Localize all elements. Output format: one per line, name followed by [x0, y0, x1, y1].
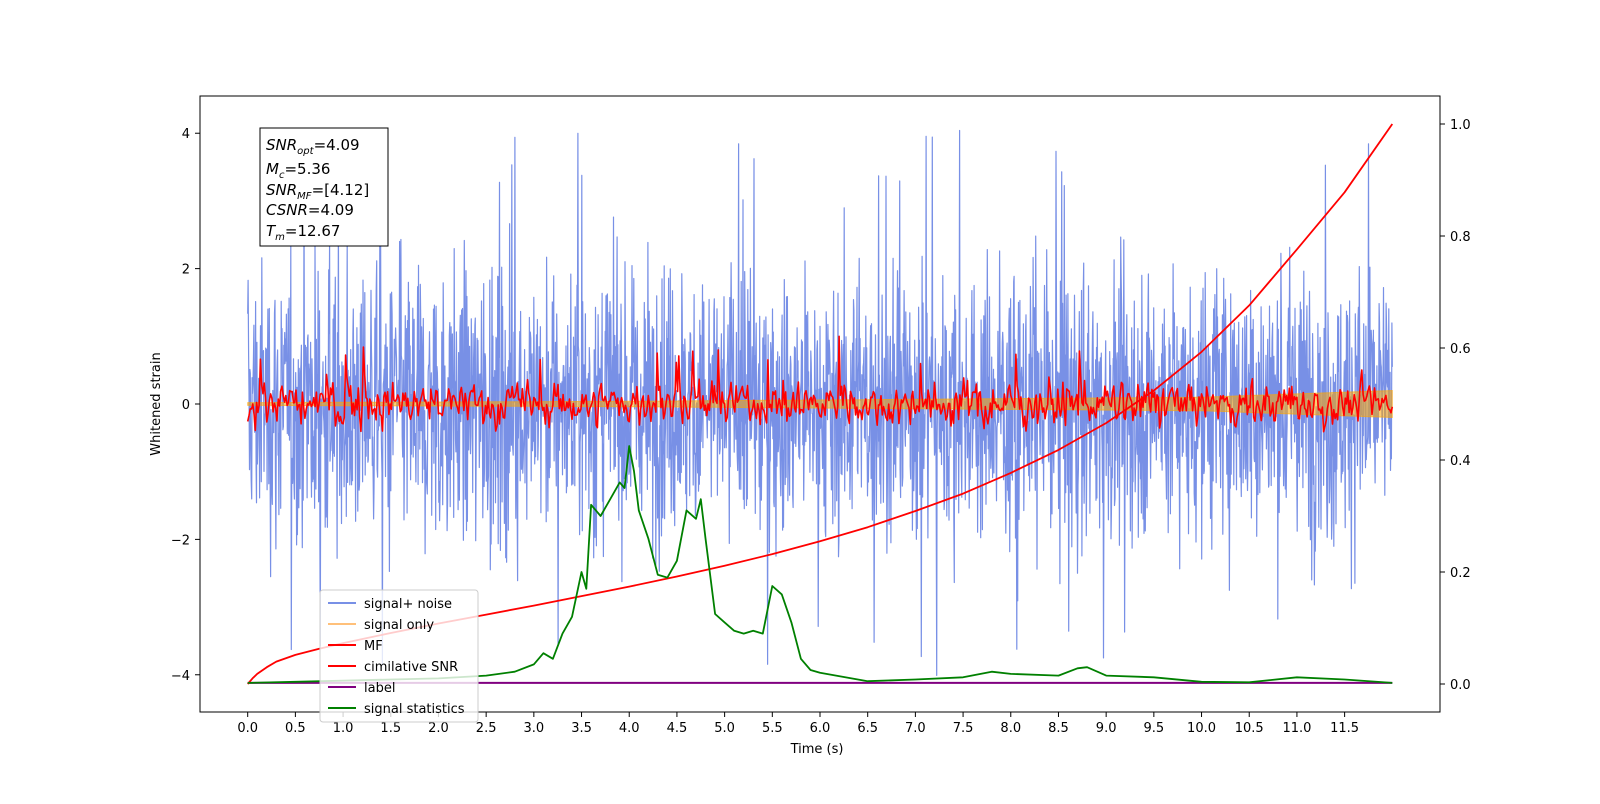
x-tick-label: 2.0 — [428, 721, 449, 736]
series-cumulative-snr — [247, 123, 1394, 685]
info-csnr: CSNR=4.09 — [266, 201, 354, 219]
legend-label-label: label — [364, 681, 395, 696]
legend-label-mf: MF — [364, 639, 383, 654]
y-right-tick-label: 0.2 — [1450, 566, 1471, 581]
y-right-tick-label: 0.8 — [1450, 230, 1471, 245]
y-axis-right: 1.0 0.8 0.6 0.4 0.2 0.0 — [1440, 118, 1471, 693]
series-signal-noise — [247, 129, 1393, 676]
info-box-frame — [259, 127, 389, 247]
y-left-tick-label: 2 — [182, 263, 190, 278]
y-axis-label: Whitened strain — [149, 352, 164, 455]
info-snr-opt: SNRopt=4.09 — [266, 136, 360, 157]
x-tick-label: 8.5 — [1048, 721, 1069, 736]
y-left-tick-label: −2 — [171, 533, 190, 548]
x-tick-label: 11.5 — [1330, 721, 1359, 736]
legend: signal+ noise signal only MF cimilative … — [319, 589, 479, 723]
x-tick-label: 0.0 — [237, 721, 258, 736]
x-tick-label: 3.5 — [571, 721, 592, 736]
legend-label-signal-only: signal only — [364, 618, 434, 633]
x-tick-label: 9.5 — [1144, 721, 1165, 736]
x-axis: 0.0 0.5 1.0 1.5 2.0 2.5 3.0 3.5 4.0 4.5 5.0 5.5 6.0 6… — [237, 712, 1359, 736]
x-tick-label: 5.0 — [714, 721, 735, 736]
y-right-tick-label: 1.0 — [1450, 118, 1471, 133]
x-tick-label: 10.0 — [1187, 721, 1216, 736]
x-tick-label: 0.5 — [285, 721, 306, 736]
x-tick-label: 5.5 — [762, 721, 783, 736]
x-tick-label: 4.5 — [667, 721, 688, 736]
x-tick-label: 9.0 — [1096, 721, 1117, 736]
x-tick-label: 6.0 — [810, 721, 831, 736]
y-left-tick-label: 0 — [182, 398, 190, 413]
x-tick-label: 6.5 — [857, 721, 878, 736]
legend-label-cumulative-snr: cimilative SNR — [364, 660, 458, 675]
x-tick-label: 7.0 — [905, 721, 926, 736]
x-tick-label: 8.0 — [1000, 721, 1021, 736]
x-tick-label: 2.5 — [476, 721, 497, 736]
series-signal-statistics — [247, 445, 1393, 684]
x-tick-label: 10.5 — [1235, 721, 1264, 736]
x-tick-label: 7.5 — [953, 721, 974, 736]
y-right-tick-label: 0.6 — [1450, 342, 1471, 357]
y-right-tick-label: 0.4 — [1450, 454, 1471, 469]
series-mf — [246, 335, 1394, 433]
info-tm: Tm=12.67 — [266, 222, 340, 243]
legend-label-signal-statistics: signal statistics — [364, 702, 465, 717]
legend-frame — [319, 589, 479, 723]
info-snr-mf: SNRMF=[4.12] — [266, 181, 369, 202]
x-tick-label: 3.0 — [524, 721, 545, 736]
y-axis-left: 4 2 0 −2 −4 — [171, 127, 200, 684]
x-tick-label: 1.5 — [380, 721, 401, 736]
x-axis-label: Time (s) — [790, 742, 844, 757]
legend-label-signal-noise: signal+ noise — [364, 597, 452, 612]
y-right-tick-label: 0.0 — [1450, 678, 1471, 693]
x-tick-label: 1.0 — [333, 721, 354, 736]
info-box: SNRopt=4.09 Mc=5.36 SNRMF=[4.12] CSNR=4.… — [259, 127, 389, 247]
y-left-tick-label: 4 — [182, 127, 190, 142]
y-left-tick-label: −4 — [171, 669, 190, 684]
x-tick-label: 11.0 — [1282, 721, 1311, 736]
x-tick-label: 4.0 — [619, 721, 640, 736]
info-mc: Mc=5.36 — [266, 160, 330, 181]
